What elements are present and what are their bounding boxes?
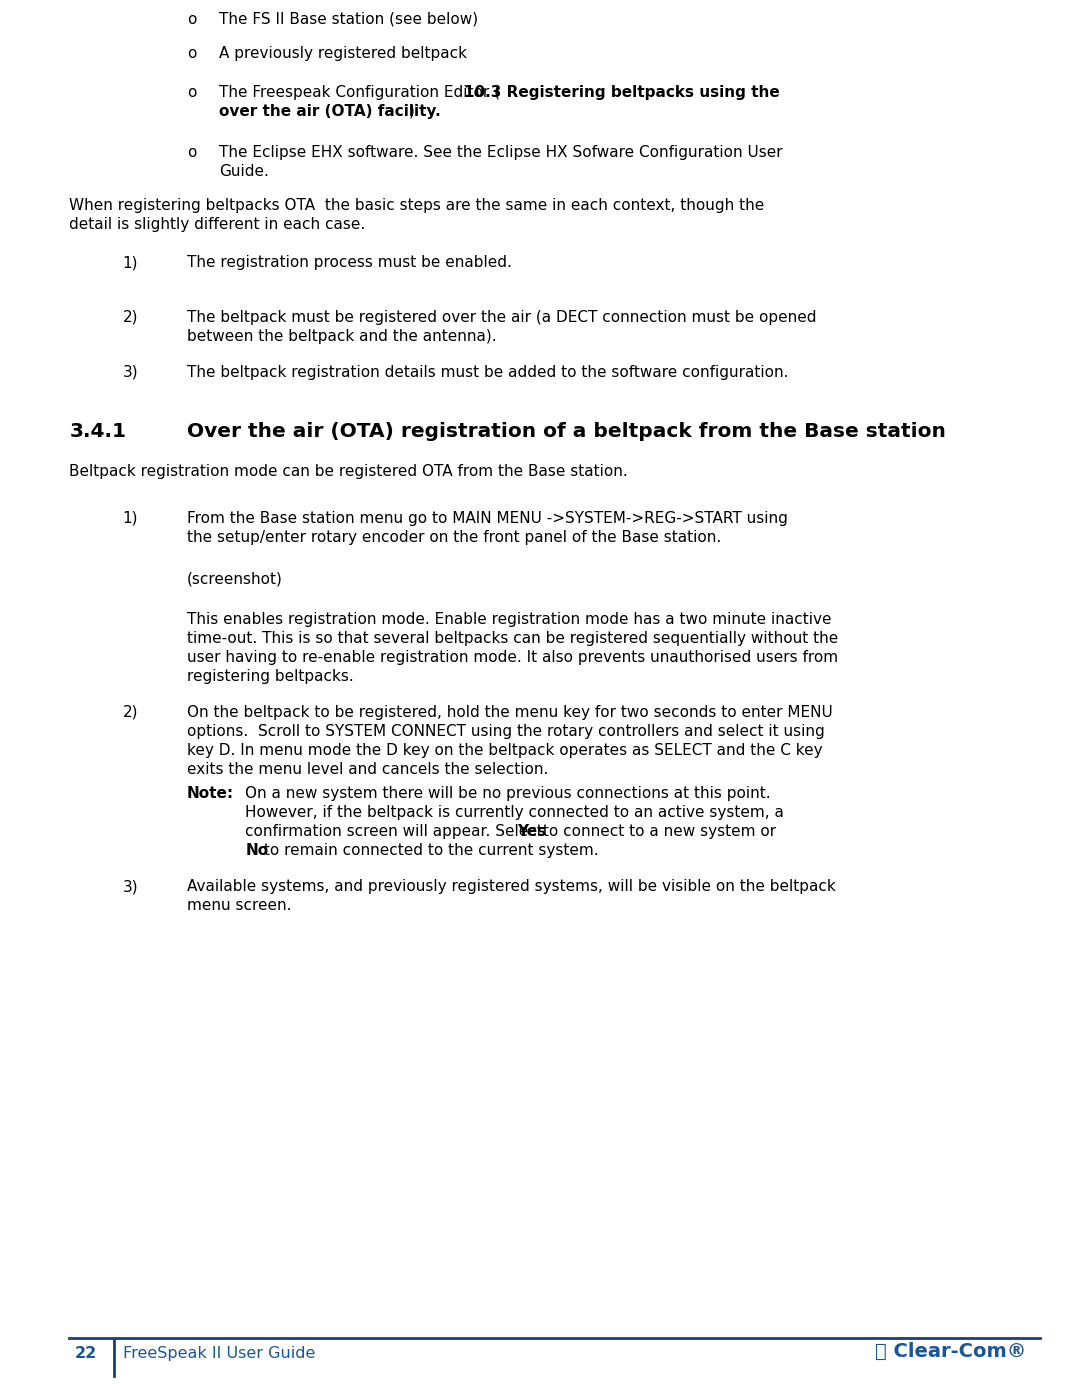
Text: 3): 3) <box>123 365 139 381</box>
Text: ): ) <box>409 104 415 119</box>
Text: Beltpack registration mode can be registered OTA from the Base station.: Beltpack registration mode can be regist… <box>69 464 628 479</box>
Text: Available systems, and previously registered systems, will be visible on the bel: Available systems, and previously regist… <box>187 879 835 894</box>
Text: o: o <box>187 84 196 100</box>
Text: From the Base station menu go to MAIN MENU ->SYSTEM->REG->START using: From the Base station menu go to MAIN ME… <box>187 511 787 526</box>
Text: The registration process must be enabled.: The registration process must be enabled… <box>187 255 511 270</box>
Text: Over the air (OTA) registration of a beltpack from the Base station: Over the air (OTA) registration of a bel… <box>187 422 945 441</box>
Text: the setup/enter rotary encoder on the front panel of the Base station.: the setup/enter rotary encoder on the fr… <box>187 530 721 545</box>
Text: between the beltpack and the antenna).: between the beltpack and the antenna). <box>187 329 496 345</box>
Text: 3.4.1: 3.4.1 <box>69 422 126 441</box>
Text: registering beltpacks.: registering beltpacks. <box>187 668 353 684</box>
Text: user having to re-enable registration mode. It also prevents unauthorised users : user having to re-enable registration mo… <box>187 650 838 664</box>
Text: (screenshot): (screenshot) <box>187 572 283 585</box>
Text: On the beltpack to be registered, hold the menu key for two seconds to enter MEN: On the beltpack to be registered, hold t… <box>187 704 832 720</box>
Text: 22: 22 <box>75 1347 97 1360</box>
Text: over the air (OTA) facility.: over the air (OTA) facility. <box>219 104 441 119</box>
Text: 10.3 Registering beltpacks using the: 10.3 Registering beltpacks using the <box>463 84 779 100</box>
Text: 2): 2) <box>123 310 139 325</box>
Text: 3): 3) <box>123 879 139 894</box>
Text: Ⓒ Clear-Com®: Ⓒ Clear-Com® <box>875 1342 1026 1360</box>
Text: detail is slightly different in each case.: detail is slightly different in each cas… <box>69 217 366 233</box>
Text: 1): 1) <box>123 255 139 270</box>
Text: o: o <box>187 46 196 61</box>
Text: to remain connected to the current system.: to remain connected to the current syste… <box>259 843 599 858</box>
Text: confirmation screen will appear. Select: confirmation screen will appear. Select <box>245 823 548 839</box>
Text: key D. In menu mode the D key on the beltpack operates as SELECT and the C key: key D. In menu mode the D key on the bel… <box>187 743 823 758</box>
Text: FreeSpeak II User Guide: FreeSpeak II User Guide <box>123 1347 315 1360</box>
Text: Note:: Note: <box>187 786 234 801</box>
Text: o: o <box>187 12 196 28</box>
Text: This enables registration mode. Enable registration mode has a two minute inacti: This enables registration mode. Enable r… <box>187 612 831 627</box>
Text: Guide.: Guide. <box>219 163 269 179</box>
Text: 2): 2) <box>123 704 139 720</box>
Text: o: o <box>187 145 196 161</box>
Text: to connect to a new system or: to connect to a new system or <box>538 823 776 839</box>
Text: A previously registered beltpack: A previously registered beltpack <box>219 46 466 61</box>
Text: Yes: Yes <box>517 823 546 839</box>
Text: menu screen.: menu screen. <box>187 898 291 913</box>
Text: On a new system there will be no previous connections at this point.: On a new system there will be no previou… <box>245 786 771 801</box>
Text: When registering beltpacks OTA  the basic steps are the same in each context, th: When registering beltpacks OTA the basic… <box>69 198 765 213</box>
Text: However, if the beltpack is currently connected to an active system, a: However, if the beltpack is currently co… <box>245 805 784 819</box>
Text: The Eclipse EHX software. See the Eclipse HX Sofware Configuration User: The Eclipse EHX software. See the Eclips… <box>219 145 782 161</box>
Text: time-out. This is so that several beltpacks can be registered sequentially witho: time-out. This is so that several beltpa… <box>187 631 838 646</box>
Text: No: No <box>245 843 269 858</box>
Text: The FS II Base station (see below): The FS II Base station (see below) <box>219 12 478 28</box>
Text: options.  Scroll to SYSTEM CONNECT using the rotary controllers and select it us: options. Scroll to SYSTEM CONNECT using … <box>187 724 825 739</box>
Text: exits the menu level and cancels the selection.: exits the menu level and cancels the sel… <box>187 763 548 776</box>
Text: 1): 1) <box>123 511 139 526</box>
Text: The beltpack registration details must be added to the software configuration.: The beltpack registration details must b… <box>187 365 789 381</box>
Text: The beltpack must be registered over the air (a DECT connection must be opened: The beltpack must be registered over the… <box>187 310 816 325</box>
Text: The Freespeak Configuration Editor (: The Freespeak Configuration Editor ( <box>219 84 499 100</box>
